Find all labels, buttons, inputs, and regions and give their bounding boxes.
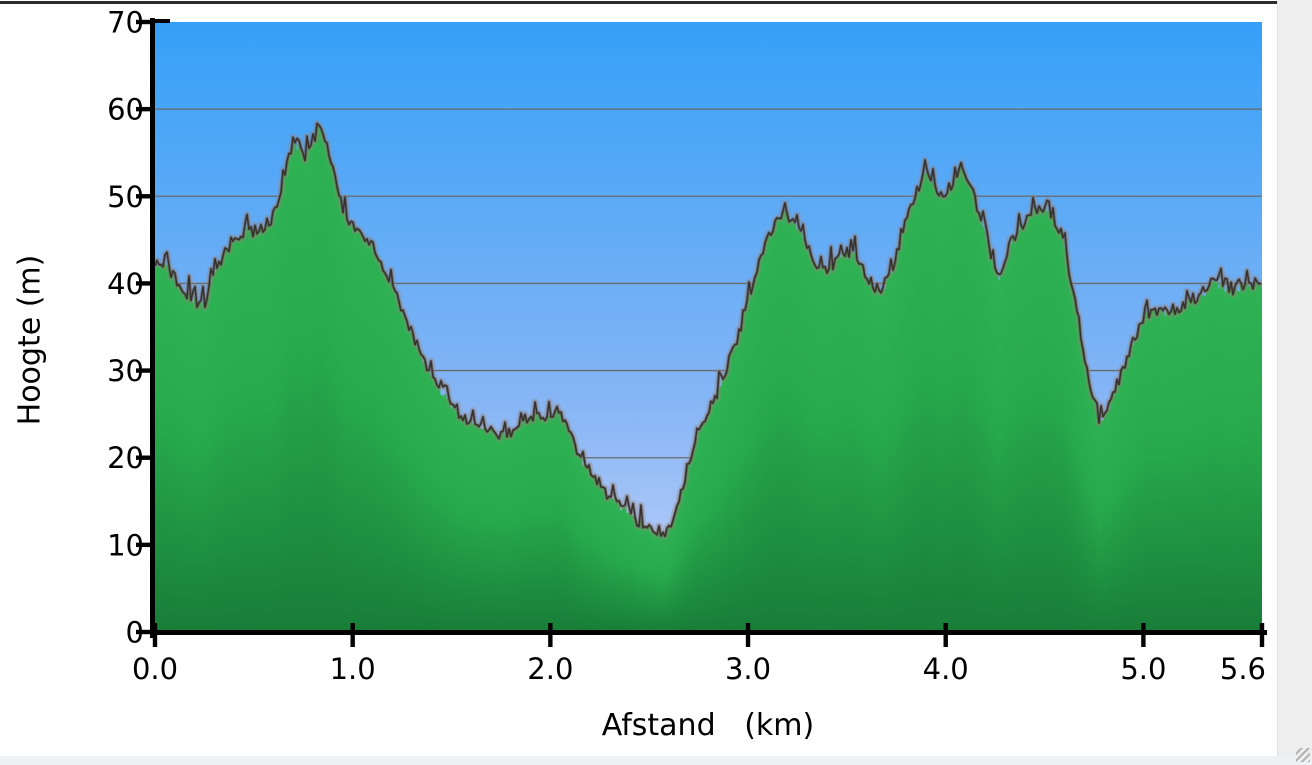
y-tick-label: 60 [107,93,144,127]
y-axis-title: Hoogte (m) [12,254,48,426]
y-tick-label: 40 [107,267,144,301]
x-tick-label: 4.0 [923,652,969,686]
y-axis-end-cap [155,19,170,23]
x-tick-label: 1.0 [330,652,376,686]
y-tick-label: 30 [107,354,144,388]
y-tick-label: 50 [107,180,144,214]
y-tick [136,629,150,635]
elevation-outline [155,119,1262,540]
x-tick [1259,623,1265,647]
y-axis-line [150,18,155,638]
window-right-gutter [1277,0,1312,765]
y-tick-label: 20 [107,441,144,475]
x-tick [152,623,158,647]
y-tick-label: 0 [126,616,144,650]
x-tick-label: 2.0 [527,652,573,686]
window-bottom-gutter [0,756,1312,765]
x-tick [1141,623,1146,647]
y-tick [136,281,150,286]
terrain-fill [155,126,1262,632]
y-tick-label: 70 [107,6,144,40]
window-top-border [0,1,1277,4]
y-tick-label: 10 [107,528,144,562]
y-tick [136,106,150,112]
x-tick-label: 5.0 [1120,652,1166,686]
x-tick-label: 5.6 [1220,652,1266,686]
x-axis-title: Afstand (km) [601,708,815,743]
axes: 0 10 20 30 40 50 60 70 0.0 1.0 2.0 3.0 4.0 5.0 5.6 [107,6,1267,686]
resize-grip-icon[interactable] [1296,748,1310,762]
y-tick [136,455,150,460]
x-tick [943,623,948,647]
y-tick [136,194,150,199]
x-tick-label: 3.0 [725,652,771,686]
x-axis-line [150,630,1267,635]
x-tick [745,623,751,647]
y-tick [136,542,150,548]
x-tick [350,623,355,647]
x-tick [548,623,553,647]
y-tick [136,368,150,373]
y-tick [136,19,150,25]
x-tick-label: 0.0 [132,652,178,686]
